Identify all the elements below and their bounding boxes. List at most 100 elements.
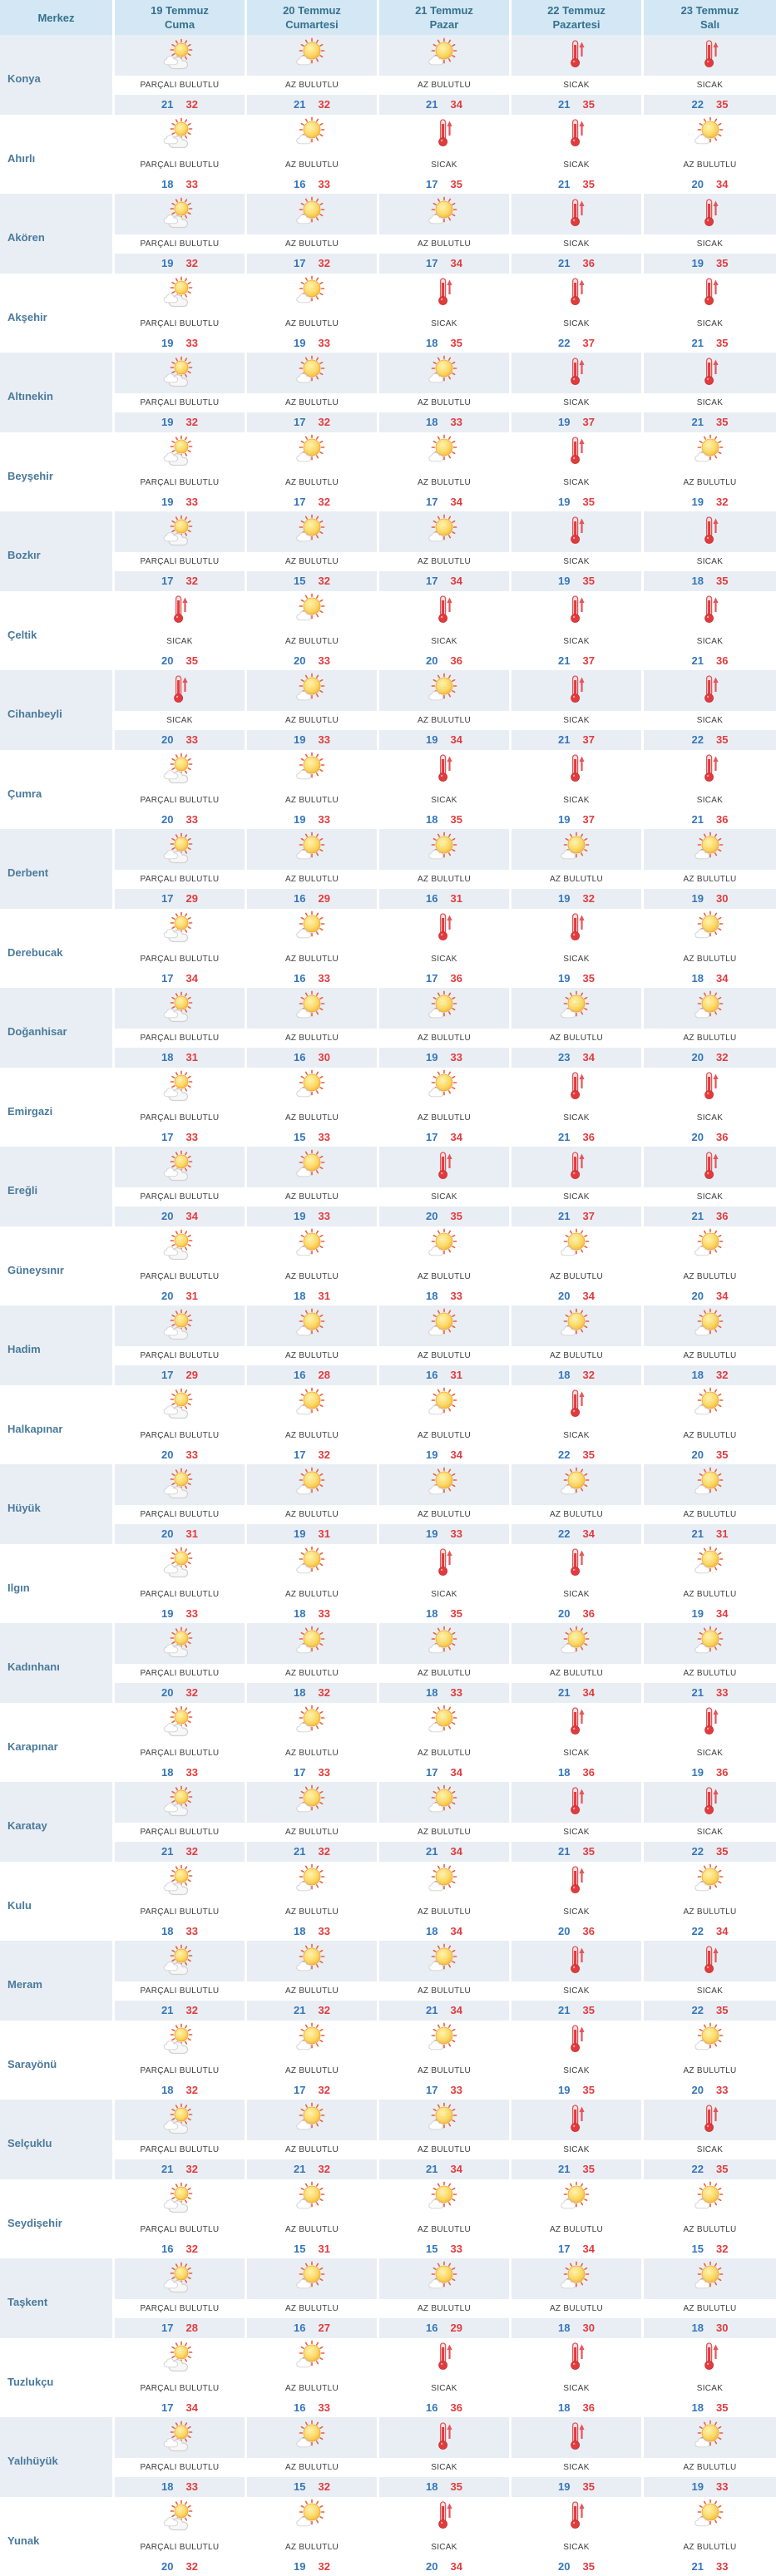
condition-label: AZ BULUTLU [247, 1346, 377, 1365]
condition-label: SICAK [512, 790, 641, 810]
max-temp: 36 [450, 971, 462, 985]
forecast-cell: PARÇALI BULUTLU 18 33 [115, 1861, 247, 1941]
district-name: Emirgazi [0, 1067, 115, 1147]
forecast-cell: PARÇALI BULUTLU 20 33 [115, 1384, 247, 1464]
forecast-cell: AZ BULUTLU 21 31 [644, 1464, 776, 1544]
min-temp: 18 [426, 1289, 438, 1302]
min-temp: 19 [558, 575, 571, 588]
forecast-cell: PARÇALI BULUTLU 17 32 [115, 511, 247, 591]
min-temp: 20 [426, 2559, 438, 2573]
min-temp: 19 [691, 2480, 704, 2494]
district-name: Güneysınır [0, 1226, 115, 1305]
temperature-pair: 21 36 [644, 1207, 776, 1226]
hot-thermometer-icon [644, 353, 776, 393]
min-temp: 21 [691, 654, 704, 667]
max-temp: 36 [582, 1606, 595, 1620]
condition-label: PARÇALI BULUTLU [115, 2140, 245, 2159]
temperature-pair: 21 32 [247, 1842, 377, 1862]
district-row: Emirgazi PARÇALI BULUTLU 17 33 AZ BULUTLU 1… [0, 1067, 776, 1147]
district-row: Kadınhanı PARÇALI BULUTLU 20 32 AZ BULUTLU… [0, 1623, 776, 1703]
temperature-pair: 16 33 [247, 175, 377, 195]
forecast-cell: AZ BULUTLU 18 33 [247, 1861, 379, 1941]
min-temp: 19 [691, 257, 704, 270]
forecast-cell: AZ BULUTLU 18 33 [247, 1543, 379, 1623]
condition-label: AZ BULUTLU [379, 1108, 509, 1128]
forecast-cell: SICAK 21 35 [512, 35, 644, 115]
temperature-pair: 18 33 [379, 1683, 509, 1703]
sun-with-small-cloud-icon [247, 274, 377, 314]
max-temp: 35 [582, 495, 595, 508]
district-name: Çumra [0, 749, 115, 829]
hot-thermometer-icon [644, 750, 776, 791]
forecast-cell: SICAK 21 36 [644, 591, 776, 671]
max-temp: 31 [185, 1527, 198, 1541]
max-temp: 35 [582, 971, 595, 985]
table-header-row: Merkez 19 Temmuz Cuma 20 Temmuz Cumartesi 21… [0, 0, 776, 35]
day-column-header-3: 21 Temmuz Pazar [379, 0, 512, 35]
max-temp: 32 [318, 2559, 330, 2573]
forecast-cell: SICAK 18 35 [379, 2417, 512, 2497]
condition-label: AZ BULUTLU [247, 76, 377, 95]
max-temp: 34 [582, 2242, 595, 2255]
max-temp: 36 [582, 1130, 595, 1143]
sun-behind-cloud-icon [115, 988, 245, 1029]
temperature-pair: 21 32 [115, 2001, 245, 2021]
condition-label: AZ BULUTLU [247, 313, 377, 333]
sun-with-small-cloud-icon [247, 988, 377, 1029]
max-temp: 35 [450, 336, 462, 349]
condition-label: AZ BULUTLU [512, 2219, 641, 2239]
forecast-cell: AZ BULUTLU 17 32 [247, 1384, 379, 1464]
min-temp: 22 [691, 2004, 704, 2017]
temperature-pair: 23 34 [512, 1048, 641, 1068]
max-temp: 34 [450, 575, 462, 588]
forecast-cell: PARÇALI BULUTLU 20 32 [115, 2496, 247, 2576]
sun-behind-cloud-icon [115, 353, 245, 393]
min-temp: 21 [294, 2163, 306, 2176]
min-temp: 22 [558, 1448, 571, 1461]
forecast-cell: SICAK 20 35 [115, 590, 247, 670]
sun-with-small-cloud-icon [644, 2179, 776, 2220]
district-row: Derebucak PARÇALI BULUTLU 17 34 AZ BULUTLU… [0, 908, 776, 988]
condition-label: SICAK [379, 631, 509, 651]
forecast-cell: AZ BULUTLU 16 33 [247, 2337, 379, 2417]
forecast-cell: AZ BULUTLU 21 34 [379, 35, 512, 115]
hot-thermometer-icon [644, 1703, 776, 1744]
sun-behind-cloud-icon [115, 1544, 245, 1585]
min-temp: 16 [426, 892, 438, 906]
temperature-pair: 20 32 [644, 1048, 776, 1068]
hot-thermometer-icon [512, 35, 641, 76]
max-temp: 35 [716, 1845, 729, 1858]
condition-label: SICAK [512, 2140, 641, 2159]
condition-label: AZ BULUTLU [247, 2537, 377, 2557]
min-temp: 21 [691, 1210, 704, 1223]
hot-thermometer-icon [512, 750, 641, 791]
forecast-cell: AZ BULUTLU 23 34 [512, 988, 644, 1068]
min-temp: 20 [691, 1448, 704, 1461]
max-temp: 33 [185, 177, 198, 190]
min-temp: 18 [294, 1606, 306, 1620]
forecast-cell: PARÇALI BULUTLU 18 32 [115, 2020, 247, 2100]
min-temp: 19 [294, 336, 306, 349]
sun-with-small-cloud-icon [512, 1464, 641, 1505]
max-temp: 35 [582, 177, 595, 190]
condition-label: SICAK [512, 1743, 641, 1763]
forecast-cell: AZ BULUTLU 16 31 [379, 1305, 512, 1385]
max-temp: 32 [318, 98, 330, 111]
hot-thermometer-icon [512, 2497, 641, 2538]
max-temp: 34 [185, 2401, 198, 2414]
temperature-pair: 18 35 [379, 1604, 509, 1624]
condition-label: PARÇALI BULUTLU [115, 1981, 245, 2001]
condition-label: AZ BULUTLU [247, 2458, 377, 2477]
forecast-cell: AZ BULUTLU 19 33 [644, 2417, 776, 2497]
sun-with-small-cloud-icon [644, 2417, 776, 2458]
district-row: Ilgın PARÇALI BULUTLU 19 33 AZ BULUTLU 18 33… [0, 1543, 776, 1624]
sun-with-small-cloud-icon [644, 1385, 776, 1426]
sun-with-small-cloud-icon [379, 1703, 509, 1744]
min-temp: 19 [426, 1051, 438, 1064]
max-temp: 36 [450, 2401, 462, 2414]
forecast-cell: AZ BULUTLU 16 29 [247, 829, 379, 909]
forecast-cell: SICAK 21 35 [644, 353, 776, 432]
forecast-cell: AZ BULUTLU 20 35 [644, 1385, 776, 1465]
min-temp: 18 [161, 1051, 174, 1064]
day-header-date: 21 Temmuz [415, 4, 473, 17]
